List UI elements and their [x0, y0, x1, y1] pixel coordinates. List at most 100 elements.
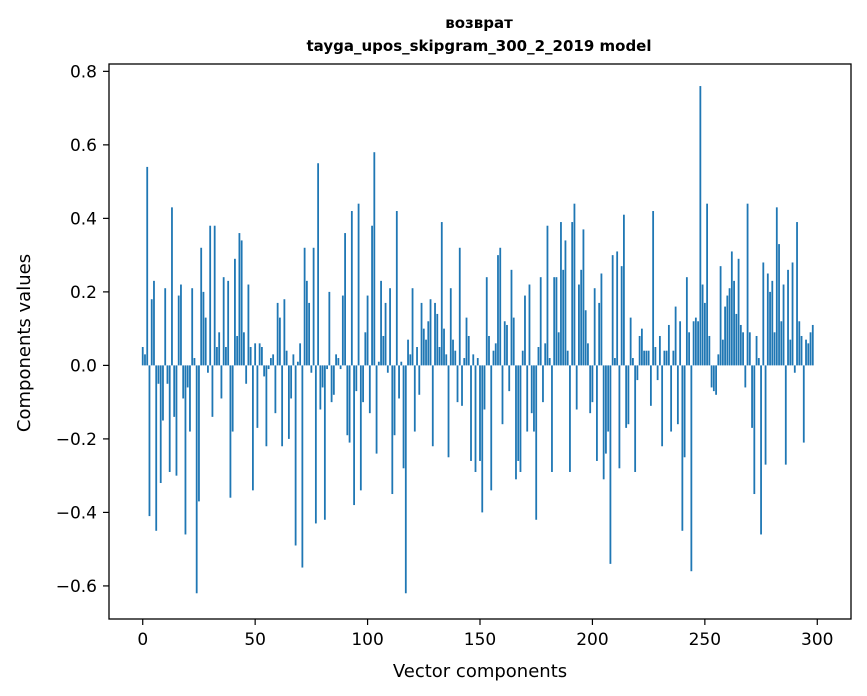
bar: [234, 258, 236, 366]
bar: [807, 343, 810, 366]
bar: [589, 365, 592, 414]
y-tick-label: 0.0: [70, 356, 97, 376]
bar: [703, 302, 706, 366]
bar: [393, 365, 396, 436]
bar: [773, 332, 776, 366]
bar: [679, 321, 682, 366]
bar: [780, 321, 783, 366]
bar: [503, 321, 506, 366]
bar: [600, 273, 603, 366]
bar: [195, 365, 198, 594]
bar: [645, 350, 648, 366]
bar: [150, 299, 153, 366]
bar: [240, 240, 243, 366]
x-tick-label: 150: [464, 630, 496, 650]
bar: [180, 284, 182, 366]
bar: [708, 335, 711, 366]
x-tick-label: 50: [244, 630, 266, 650]
bar: [173, 365, 176, 417]
bar: [652, 211, 655, 366]
bar: [193, 358, 196, 366]
bar: [274, 365, 277, 414]
bar: [706, 203, 708, 366]
bar: [697, 321, 699, 366]
bar: [330, 365, 333, 403]
bar: [175, 365, 178, 476]
bar: [337, 358, 340, 366]
bar: [739, 324, 742, 366]
bar: [452, 339, 454, 366]
bar: [353, 365, 355, 506]
bar: [384, 302, 387, 366]
bar: [319, 365, 322, 410]
bar: [308, 302, 311, 366]
bar: [350, 211, 353, 366]
bar: [616, 251, 619, 366]
bar: [292, 354, 295, 366]
bar: [413, 365, 416, 432]
bar: [537, 347, 540, 366]
bar: [141, 347, 144, 366]
bar: [762, 262, 765, 366]
bar: [710, 365, 713, 388]
bar: [638, 335, 641, 366]
bar: [447, 365, 450, 458]
bar: [294, 365, 297, 546]
bar: [656, 365, 659, 381]
bar: [269, 358, 272, 366]
bar: [456, 365, 459, 403]
bar: [611, 255, 614, 366]
bar: [186, 365, 189, 388]
bar: [690, 365, 693, 572]
bar: [177, 295, 180, 366]
bar: [371, 225, 373, 366]
bar: [582, 229, 585, 366]
bar: [191, 288, 194, 366]
bar: [368, 365, 371, 414]
bar: [418, 365, 421, 395]
bar: [332, 365, 335, 395]
bar: [346, 365, 349, 436]
chart-subtitle: tayga_upos_skipgram_300_2_2019 model: [307, 37, 652, 55]
bar: [479, 365, 481, 461]
bar: [258, 343, 261, 366]
plot-frame: [108, 63, 852, 620]
bar: [229, 365, 232, 498]
bar: [220, 365, 223, 399]
bar: [778, 244, 780, 366]
x-tick-label: 250: [689, 630, 721, 650]
bar: [463, 358, 466, 366]
bar: [285, 350, 288, 366]
bar: [402, 365, 405, 469]
bar: [492, 350, 495, 366]
bar: [544, 343, 547, 366]
y-tick-label: 0.6: [70, 136, 97, 156]
bar: [753, 365, 756, 495]
bar: [326, 365, 328, 370]
bar: [681, 365, 684, 531]
bar: [499, 247, 502, 366]
bar: [254, 343, 257, 366]
bar: [571, 222, 574, 366]
bar: [627, 365, 630, 425]
bar: [287, 365, 290, 439]
bar: [793, 365, 796, 373]
bar: [692, 321, 695, 366]
bar: [314, 365, 317, 524]
bar: [146, 166, 149, 366]
bar: [153, 280, 155, 366]
bar: [539, 277, 542, 366]
bar: [189, 365, 191, 432]
bar: [771, 280, 774, 366]
bar: [364, 332, 367, 366]
y-tick-label: 0.2: [70, 283, 97, 303]
bar: [404, 365, 407, 594]
x-tick-label: 100: [351, 630, 383, 650]
bar: [310, 365, 313, 373]
bar: [341, 295, 344, 366]
bar: [602, 365, 605, 480]
bar: [366, 295, 369, 366]
bar: [712, 365, 715, 392]
bar: [488, 335, 490, 366]
bar: [157, 365, 160, 384]
